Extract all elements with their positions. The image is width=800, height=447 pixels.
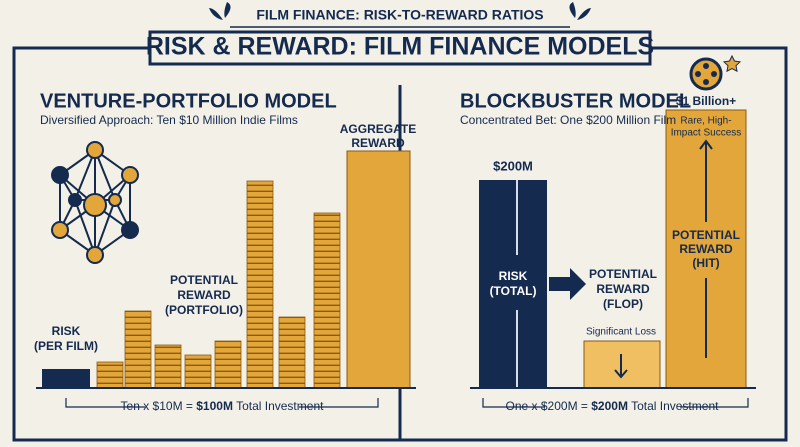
star [722,54,742,73]
coin-stack [313,212,341,389]
footer-part: One x $200M = [506,399,592,413]
network-node [121,166,139,184]
network-node [51,166,69,184]
risk-label: RISK [52,324,81,338]
left-title: VENTURE-PORTFOLIO MODEL [40,90,337,112]
main-title: RISK & REWARD: FILM FINANCE MODELS [146,33,654,61]
risk-total-bar [479,180,547,388]
down-arrow [614,354,628,379]
reel-hole [703,63,709,69]
coin-stack [96,361,124,389]
reward-label: POTENTIAL [170,273,238,287]
coin-stack [246,180,274,389]
right-footer: One x $200M = $200M Total Investment [506,399,720,413]
reel-hole [711,71,717,77]
hit-label: REWARD [679,242,733,256]
coin-stack [124,310,152,389]
reel-hole [695,71,701,77]
risk-bar [42,369,90,388]
reel-hole [703,79,709,85]
leaf-ornament [209,2,231,20]
flop-label: REWARD [596,282,650,296]
network-node [68,193,82,207]
decorations [12,2,788,442]
leaf-ornament [569,2,591,20]
risk-total-label: (TOTAL) [490,284,537,298]
risk-amount: $200M [493,158,533,173]
up-arrow [699,139,713,222]
network-node [121,221,139,239]
aggregate-bar [346,150,411,389]
coin-stack [154,344,182,389]
footer-bracket [65,398,379,408]
network-node [83,193,107,217]
hit-label: POTENTIAL [672,228,740,242]
coin-stack [184,354,212,389]
network-node [108,193,122,207]
flop-note: Significant Loss [586,327,656,338]
right-title: BLOCKBUSTER MODEL [460,90,691,112]
footer-part: Total Investment [233,399,324,413]
flow-arrow [549,268,586,300]
coin-stack [214,340,242,389]
flop-label: POTENTIAL [589,267,657,281]
right-subtitle: Concentrated Bet: One $200 Million Film [460,113,676,127]
network-node [51,221,69,239]
footer-part: Ten x $10M = [121,399,197,413]
network-node [86,141,104,159]
network-edge [94,199,116,256]
left-subtitle: Diversified Approach: Ten $10 Million In… [40,113,298,127]
title-box [148,30,652,66]
hit-note: Impact Success [671,128,742,139]
risk-label: (PER FILM) [34,339,98,353]
footer-amount: $200M [591,399,628,413]
aggregate-label: REWARD [351,136,405,150]
flop-label: (FLOP) [603,297,643,311]
film-reel [689,57,723,91]
hit-label: (HIT) [692,256,719,270]
hit-note: Rare, High- [680,116,731,127]
left-footer: Ten x $10M = $100M Total Investment [121,399,325,413]
network-node [86,246,104,264]
risk-total-label: RISK [499,269,528,283]
banner: FILM FINANCE: RISK-TO-REWARD RATIOS [256,7,543,23]
coin-stack [278,316,306,389]
footer-part: Total Investment [628,399,719,413]
footer-bracket [482,398,749,408]
footer-amount: $100M [196,399,233,413]
aggregate-label: AGGREGATE [340,122,416,136]
hit-amount: $1 Billion+ [676,94,736,108]
reward-label: (PORTFOLIO) [165,303,243,317]
network-edge [74,199,96,256]
reward-label: REWARD [177,288,231,302]
